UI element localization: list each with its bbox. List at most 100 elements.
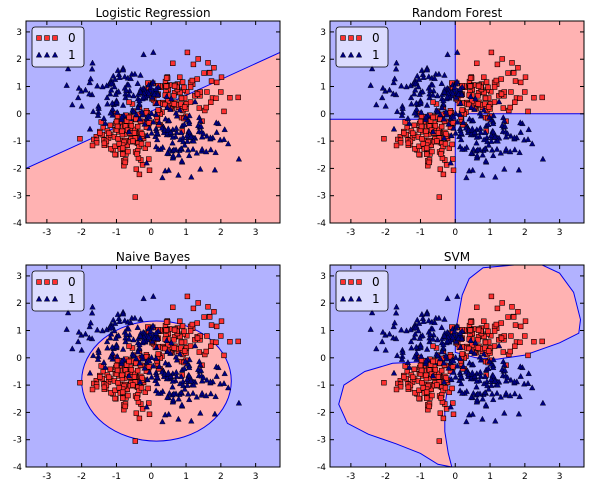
class-0-point bbox=[170, 60, 176, 67]
class-0-point bbox=[203, 104, 209, 111]
class-0-point bbox=[120, 395, 126, 401]
class-0-point bbox=[146, 120, 152, 126]
class-1-point bbox=[165, 369, 172, 376]
class-1-point bbox=[420, 318, 427, 324]
class-1-point bbox=[501, 361, 508, 368]
class-0-point bbox=[493, 77, 499, 84]
class-1-point bbox=[169, 383, 176, 390]
class-1-point bbox=[458, 129, 465, 136]
class-1-point bbox=[437, 111, 444, 117]
class-1-point bbox=[429, 81, 436, 88]
class-1-point bbox=[172, 109, 180, 116]
class-1-point bbox=[417, 98, 424, 105]
class-1-point bbox=[131, 314, 139, 321]
class-1-point bbox=[502, 133, 510, 140]
class-1-point bbox=[75, 328, 83, 335]
class-1-point bbox=[119, 310, 127, 317]
class-1-point bbox=[125, 372, 133, 379]
class-0-point bbox=[474, 60, 480, 67]
class-0-point bbox=[136, 415, 143, 422]
class-1-point bbox=[379, 84, 387, 91]
class-1-point bbox=[406, 363, 413, 370]
class-1-point bbox=[146, 113, 153, 120]
class-1-point bbox=[187, 133, 195, 140]
class-1-point bbox=[485, 385, 492, 392]
x-tick-label: 3 bbox=[253, 472, 259, 482]
class-1-point bbox=[468, 104, 475, 110]
class-0-point bbox=[116, 141, 122, 147]
class-1-point bbox=[156, 363, 163, 369]
class-0-point bbox=[189, 77, 195, 84]
class-0-point bbox=[491, 84, 498, 90]
class-1-point bbox=[137, 88, 144, 95]
class-1-point bbox=[379, 328, 387, 335]
class-1-point bbox=[444, 51, 451, 57]
class-1-point bbox=[213, 128, 220, 135]
class-1-point bbox=[490, 396, 497, 402]
class-0-point bbox=[517, 95, 523, 102]
class-0-point bbox=[177, 318, 183, 324]
class-0-point bbox=[211, 308, 217, 315]
class-0-point bbox=[438, 367, 445, 374]
class-1-point bbox=[415, 319, 423, 326]
class-1-point bbox=[429, 325, 436, 332]
class-1-point bbox=[480, 106, 487, 113]
class-1-point bbox=[188, 417, 195, 424]
class-1-point bbox=[452, 354, 459, 360]
class-1-point bbox=[415, 327, 422, 334]
class-0-point bbox=[423, 372, 429, 378]
class-1-point bbox=[408, 344, 415, 351]
class-0-point bbox=[112, 395, 118, 402]
x-tick-label: -3 bbox=[42, 472, 51, 482]
class-0-point bbox=[450, 411, 457, 417]
class-1-point bbox=[170, 152, 177, 159]
class-0-point bbox=[438, 123, 445, 130]
class-1-point bbox=[373, 345, 380, 352]
class-1-point bbox=[453, 337, 460, 344]
legend-marker-triangle bbox=[355, 51, 363, 58]
class-0-point bbox=[430, 99, 436, 105]
class-1-point bbox=[501, 117, 508, 124]
class-1-point bbox=[486, 357, 493, 364]
class-1-point bbox=[529, 140, 536, 147]
class-1-point bbox=[103, 338, 111, 345]
class-0-point bbox=[194, 76, 200, 82]
class-1-point bbox=[379, 338, 386, 345]
class-1-point bbox=[184, 381, 191, 388]
class-0-point bbox=[126, 99, 132, 105]
class-1-point bbox=[121, 73, 128, 80]
class-1-point bbox=[163, 337, 170, 343]
class-1-point bbox=[479, 395, 486, 402]
class-1-point bbox=[111, 75, 119, 82]
class-0-point bbox=[482, 95, 489, 102]
class-0-point bbox=[401, 374, 407, 380]
class-1-point bbox=[140, 93, 147, 100]
class-1-point bbox=[130, 108, 138, 114]
class-0-point bbox=[429, 148, 435, 155]
class-1-point bbox=[456, 329, 464, 336]
class-1-point bbox=[190, 137, 197, 144]
class-1-point bbox=[173, 112, 181, 119]
class-1-point bbox=[454, 292, 461, 299]
class-0-point bbox=[131, 130, 137, 136]
y-tick-label: 3 bbox=[16, 272, 22, 282]
class-0-point bbox=[201, 70, 207, 76]
class-0-point bbox=[450, 364, 456, 370]
class-1-point bbox=[440, 134, 448, 141]
class-1-point bbox=[477, 128, 484, 135]
x-tick-label: 3 bbox=[557, 472, 563, 482]
legend-label: 1 bbox=[68, 292, 76, 306]
class-0-point bbox=[481, 318, 487, 324]
class-1-point bbox=[445, 364, 452, 371]
class-1-point bbox=[189, 145, 197, 152]
class-0-point bbox=[125, 392, 131, 399]
class-1-point bbox=[136, 341, 143, 348]
class-1-point bbox=[423, 345, 431, 352]
class-0-point bbox=[146, 364, 152, 370]
legend-marker-square bbox=[340, 35, 346, 41]
class-1-point bbox=[423, 310, 431, 317]
class-0-point bbox=[512, 99, 518, 106]
class-1-point bbox=[107, 353, 114, 360]
class-1-point bbox=[114, 352, 121, 359]
class-0-point bbox=[440, 415, 447, 422]
